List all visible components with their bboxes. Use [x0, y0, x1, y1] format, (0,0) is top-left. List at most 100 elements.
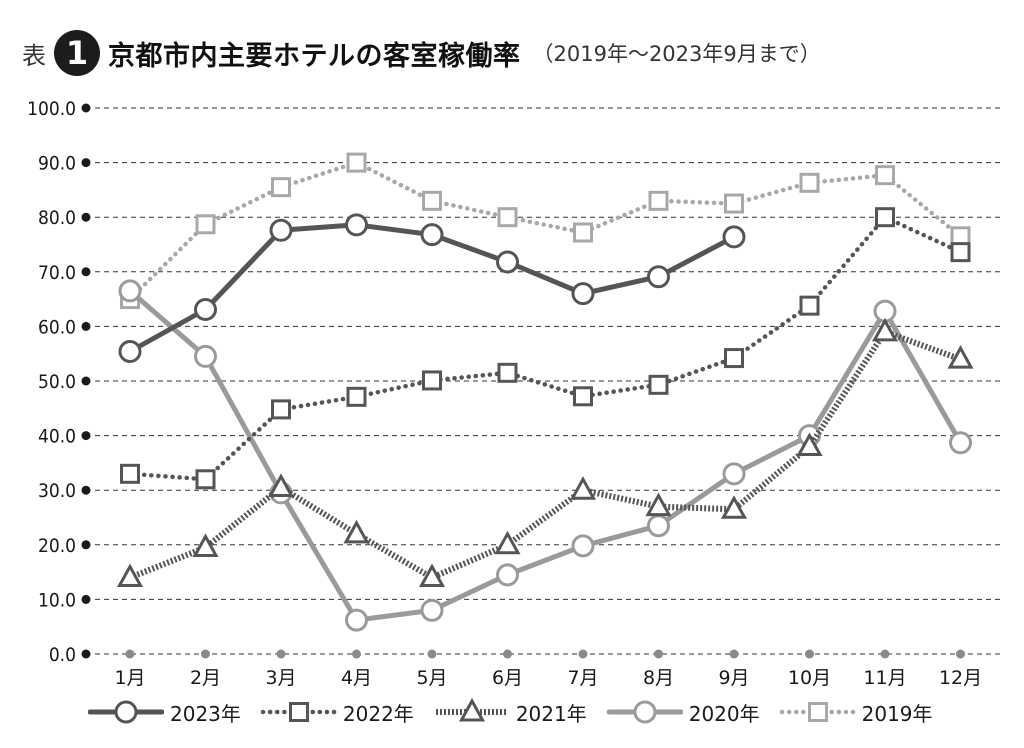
data-point: [192, 533, 219, 558]
x-tick-label: 7月: [567, 667, 598, 689]
legend-label: 2023年: [170, 701, 241, 726]
series-line: [127, 214, 963, 482]
series-2020年: [118, 279, 972, 632]
data-point: [648, 374, 669, 395]
legend-item: 2019年: [779, 697, 933, 727]
x-tick-dot: [729, 649, 739, 659]
data-point: [796, 432, 823, 457]
x-tick-dot: [654, 649, 663, 659]
data-point: [569, 476, 597, 500]
y-tick-label: 60.0: [38, 316, 76, 338]
y-tick-dot: [81, 267, 91, 277]
y-tick-dot: [81, 103, 91, 113]
data-point: [571, 282, 595, 306]
legend-item: 2022年: [260, 697, 414, 727]
data-point: [345, 608, 368, 632]
series-2022年: [120, 207, 971, 490]
y-tick-dot: [81, 212, 91, 222]
data-point: [573, 222, 593, 243]
data-point: [343, 519, 370, 544]
chart-title: 表 1 京都市内主要ホテルの客室稼働率 （2019年～2023年9月まで）: [22, 22, 821, 84]
y-tick-dot: [81, 321, 91, 331]
data-point: [648, 190, 669, 211]
data-point: [871, 317, 899, 342]
legend-marker: [458, 697, 485, 722]
data-point: [875, 207, 895, 228]
data-point: [116, 563, 144, 588]
x-tick-label: 1月: [114, 667, 145, 689]
x-tick-label: 11月: [863, 667, 906, 689]
y-tick-label: 30.0: [38, 480, 76, 502]
data-point: [271, 399, 291, 420]
data-point: [422, 370, 442, 391]
data-point: [571, 534, 595, 558]
x-tick-label: 5月: [416, 667, 447, 689]
legend-label: 2020年: [688, 701, 760, 726]
data-point: [949, 431, 972, 455]
data-point: [271, 177, 291, 198]
y-tick-label: 20.0: [38, 535, 76, 557]
data-point: [722, 225, 746, 249]
x-tick-label: 2月: [190, 667, 221, 689]
legend-marker: [114, 700, 138, 724]
x-tick-label: 6月: [492, 667, 523, 689]
y-tick-label: 10.0: [38, 589, 76, 611]
title-main: 京都市内主要ホテルの客室稼働率: [108, 40, 521, 72]
series-line: [128, 328, 962, 581]
legend-item: 2023年: [88, 697, 241, 727]
legend-marker: [288, 702, 309, 722]
data-point: [799, 172, 820, 193]
y-tick-label: 40.0: [38, 426, 76, 448]
series-2023年: [118, 213, 746, 364]
x-tick-dot: [276, 649, 286, 659]
x-tick-dot: [805, 649, 814, 659]
y-tick-dot: [81, 594, 91, 604]
data-point: [497, 207, 518, 228]
y-tick-label: 0.0: [49, 644, 76, 666]
legend-label: 2019年: [861, 701, 933, 726]
x-tick-dot: [201, 649, 210, 659]
x-tick-label: 3月: [265, 667, 296, 689]
data-point: [118, 340, 142, 364]
legend-marker: [807, 702, 828, 722]
data-point: [496, 250, 519, 274]
data-point: [722, 462, 746, 486]
data-point: [195, 469, 216, 490]
line-chart: 0.0 10.0 20.0 30.0 40.0 50.0 60.0 70.0 80.0 90.0 1…: [27, 98, 1000, 689]
x-tick-dot: [956, 649, 965, 659]
data-point: [724, 193, 744, 214]
y-tick-dot: [81, 649, 91, 659]
data-point: [418, 563, 446, 588]
legend-item: 2021年: [434, 697, 587, 727]
x-tick-dot: [125, 649, 135, 659]
title-number-badge: 1: [54, 30, 100, 76]
x-tick-label: 10月: [788, 667, 831, 689]
data-point: [346, 152, 367, 173]
title-prefix: 表: [22, 41, 46, 70]
chart-legend: 2023年 2022年 2021年 2020年 2019年: [88, 694, 1008, 730]
x-tick-dot: [503, 649, 512, 659]
series-line: [127, 160, 963, 302]
x-tick-label: 4月: [341, 667, 372, 689]
y-tick-label: 100.0: [27, 98, 76, 120]
data-point: [269, 218, 293, 242]
series-2021年: [116, 317, 974, 588]
data-point: [194, 344, 217, 368]
y-tick-label: 90.0: [38, 153, 76, 175]
data-point: [194, 297, 217, 321]
legend-swatch: [260, 702, 337, 722]
data-point: [799, 295, 820, 316]
data-point: [420, 598, 444, 622]
y-tick-label: 70.0: [38, 262, 76, 284]
data-point: [422, 190, 442, 211]
data-point: [947, 345, 974, 369]
legend-label: 2021年: [515, 701, 587, 726]
series-2019年: [120, 152, 971, 310]
x-tick-label: 9月: [718, 667, 749, 689]
data-point: [645, 492, 672, 517]
data-point: [647, 265, 670, 289]
y-tick-label: 80.0: [38, 207, 76, 229]
data-point: [195, 214, 216, 235]
data-point: [346, 386, 367, 407]
legend-swatch: [779, 702, 856, 722]
